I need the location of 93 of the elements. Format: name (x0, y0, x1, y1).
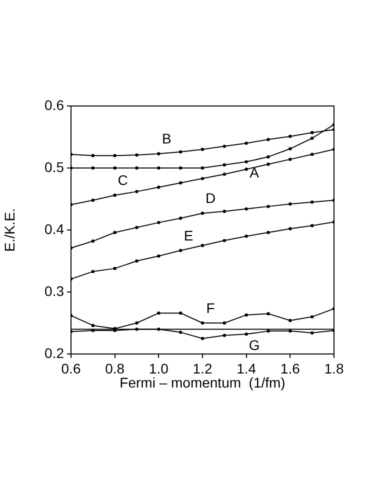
point (288, 158, 292, 161)
annotation: G (248, 337, 260, 354)
point (266, 204, 270, 208)
point (200, 176, 204, 180)
point (244, 142, 248, 145)
point (178, 311, 182, 315)
point (288, 329, 292, 333)
point (266, 138, 270, 142)
x-tick-label: 0.6 (61, 360, 81, 376)
annotation: F (206, 300, 215, 316)
point (91, 198, 95, 202)
point (222, 321, 226, 325)
point (310, 152, 314, 156)
point (135, 259, 138, 263)
annotation: B (162, 130, 172, 147)
point (91, 154, 95, 158)
point (222, 210, 226, 213)
x-tick-label: 0.8 (105, 360, 125, 376)
point (91, 166, 95, 170)
point (310, 224, 314, 228)
point (157, 166, 160, 170)
point (178, 181, 182, 184)
point (157, 152, 160, 156)
annotation: D (205, 190, 216, 206)
point (91, 270, 95, 274)
point (178, 330, 182, 334)
point (266, 329, 270, 333)
point (91, 240, 95, 243)
point (244, 168, 248, 171)
y-tick-label: 0.4 (44, 220, 64, 237)
point (200, 148, 204, 151)
point (91, 324, 95, 328)
point (157, 186, 160, 189)
point (178, 248, 182, 252)
point (135, 226, 138, 230)
point (266, 162, 270, 166)
point (288, 227, 292, 230)
point (157, 254, 160, 258)
point (178, 216, 182, 220)
y-tick-label: 0.5 (44, 158, 64, 175)
y-tick-label: 0.6 (44, 96, 64, 113)
point (244, 160, 248, 164)
point (244, 332, 248, 336)
point (222, 163, 226, 166)
point (310, 136, 314, 140)
point (244, 313, 248, 317)
point (288, 202, 292, 206)
point (200, 244, 204, 248)
point (113, 266, 116, 270)
x-tick-label: 1.2 (192, 360, 212, 376)
point (222, 144, 226, 148)
x-tick-label: 1.0 (148, 360, 169, 376)
point (178, 150, 182, 154)
point (222, 238, 226, 242)
point (266, 230, 270, 234)
annotation: A (250, 164, 260, 181)
point (157, 220, 160, 224)
y-tick-label: 0.3 (44, 282, 64, 299)
x-tick-label: 1.8 (324, 360, 344, 376)
point (113, 194, 116, 197)
point (244, 234, 248, 238)
point (310, 315, 314, 318)
point (266, 312, 270, 316)
point (288, 134, 292, 138)
point (310, 331, 314, 335)
point (135, 166, 138, 170)
point (222, 172, 226, 176)
point (200, 166, 204, 170)
point (200, 336, 204, 340)
point (200, 321, 204, 325)
point (113, 154, 116, 158)
point (135, 190, 138, 194)
point (135, 153, 138, 157)
point (288, 147, 292, 150)
point (288, 318, 292, 322)
point (310, 131, 314, 134)
point (178, 166, 182, 170)
x-axis-title: Fermi – momentum (1/fm) (120, 374, 286, 390)
point (200, 212, 204, 215)
point (113, 230, 116, 234)
y-tick-label: 0.2 (44, 344, 64, 361)
y-axis-title: E./K.E. (1, 208, 18, 252)
annotation: E (184, 227, 194, 244)
point (222, 334, 226, 337)
point (157, 311, 160, 315)
annotation: C (118, 172, 128, 188)
point (266, 155, 270, 158)
point (135, 321, 138, 325)
x-tick-label: 1.6 (280, 360, 300, 376)
point (244, 207, 248, 211)
point (113, 166, 116, 170)
point (310, 200, 314, 204)
x-tick-label: 1.4 (236, 360, 256, 376)
